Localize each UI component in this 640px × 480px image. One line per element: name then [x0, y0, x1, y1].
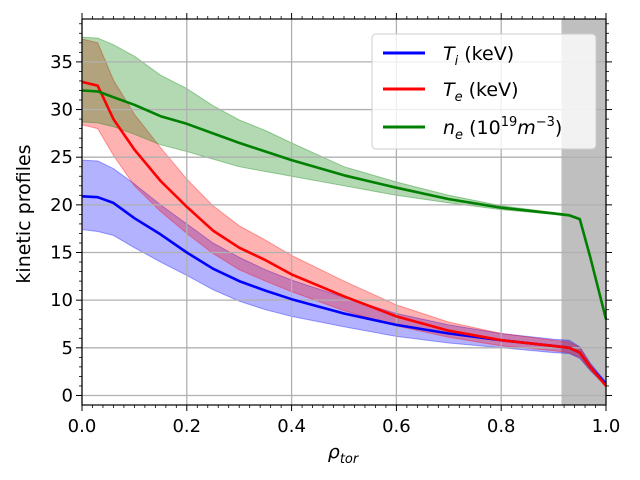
y-tick-label-4: 20: [50, 195, 73, 216]
x-tick-label-2: 0.4: [277, 416, 306, 437]
series-lines: [81, 80, 608, 387]
y-tick-label-5: 25: [50, 147, 73, 168]
y-tick-label-7: 35: [50, 52, 73, 73]
legend-label-te: Te (keV): [443, 79, 519, 105]
y-tick-label-0: 0: [62, 385, 73, 406]
line-series-2: [81, 89, 608, 320]
plot-frame: [81, 18, 607, 406]
y-axis-label: kinetic profiles: [13, 144, 35, 283]
x-tick-label-1: 0.2: [172, 416, 201, 437]
y-tick-label-6: 30: [50, 100, 73, 121]
y-tick-label-1: 5: [62, 338, 73, 359]
x-tick-label-0: 0.0: [68, 416, 97, 437]
y-tick-label-3: 15: [50, 243, 73, 264]
ticks: 0.0 0.2 0.4 0.6 0.8 1.0 0 5 10 15 20 25 30 35: [50, 13, 620, 437]
x-axis-label: ρtor: [328, 441, 360, 467]
x-tick-label-3: 0.6: [382, 416, 411, 437]
legend-box: [371, 33, 597, 150]
x-tick-label-4: 0.8: [487, 416, 516, 437]
y-tick-label-2: 10: [50, 290, 73, 311]
line-series-1: [81, 80, 608, 387]
x-tick-label-5: 1.0: [592, 416, 621, 437]
legend: Ti (keV) Te (keV) ne (1019m−3): [371, 33, 597, 150]
legend-label-ne: ne (1019m−3): [443, 115, 562, 143]
legend-label-ti: Ti (keV): [443, 43, 514, 69]
